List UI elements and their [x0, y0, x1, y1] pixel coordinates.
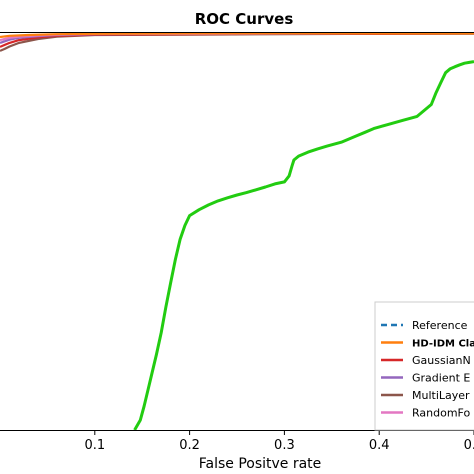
series-line-4: [0, 32, 474, 39]
legend-label-5: RandomFo: [412, 407, 470, 420]
ticks-layer: 0.1 0.2 0.3 0.4 0.5: [84, 430, 474, 453]
x-tick-label-1: 0.2: [179, 438, 200, 453]
series-line-5: [133, 60, 474, 431]
legend-label-0: Reference: [412, 319, 468, 332]
legend-label-2: GaussianN: [412, 354, 471, 367]
x-axis-label: False Positve rate: [199, 456, 322, 472]
legend-box: [374, 301, 474, 431]
chart-title: ROC Curves: [195, 10, 294, 28]
x-tick-label-4: 0.5: [464, 438, 474, 453]
x-tick-label-3: 0.4: [369, 438, 390, 453]
legend-label-4: MultiLayer: [412, 389, 470, 402]
x-tick-label-2: 0.3: [274, 438, 295, 453]
series-layer: [0, 32, 474, 431]
x-tick-label-0: 0.1: [84, 438, 105, 453]
legend-label-3: Gradient E: [412, 372, 470, 385]
legend-label-1: HD-IDM Cla: [412, 339, 474, 350]
legend: Reference HD-IDM Cla GaussianN Gradient E Mu…: [374, 301, 474, 431]
